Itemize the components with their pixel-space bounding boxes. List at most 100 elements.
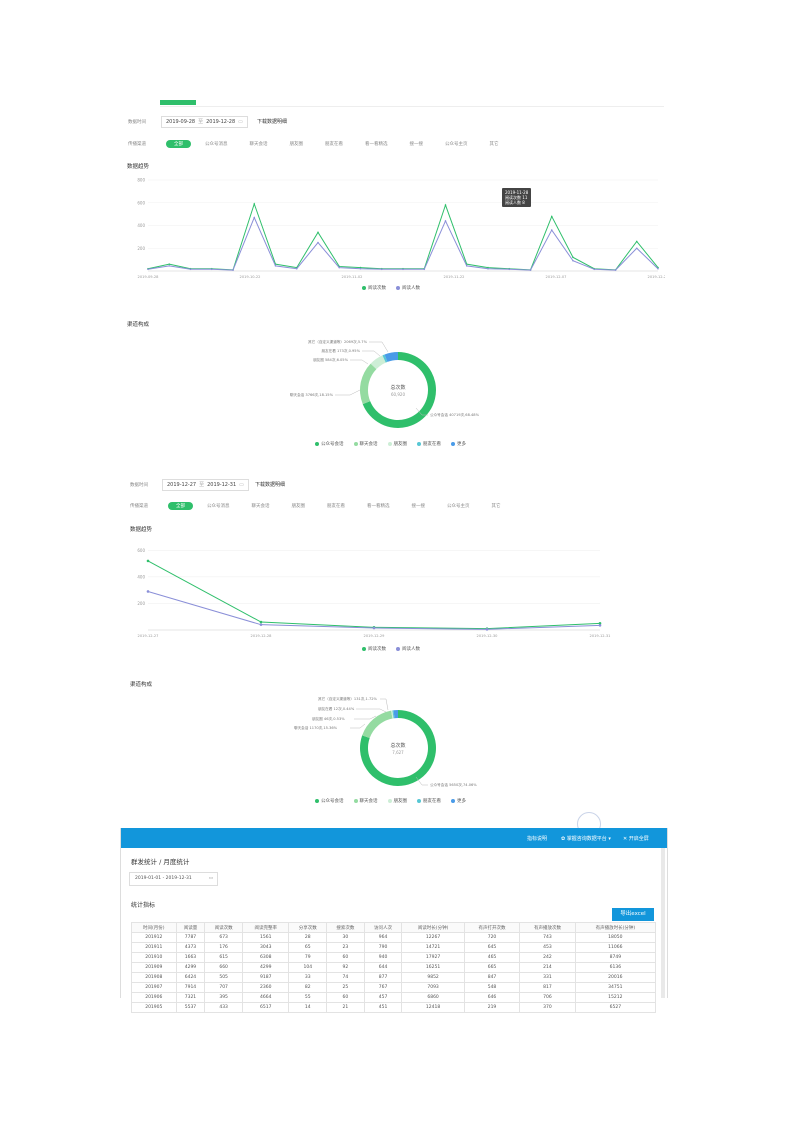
pie-legend-item[interactable]: 公众号会话	[315, 441, 344, 447]
pie-legend-item[interactable]: 更多	[451, 441, 466, 447]
date-end: 2019-12-28	[206, 119, 236, 125]
download-link-2[interactable]: 下载数据明细	[255, 482, 286, 488]
platform-menu[interactable]: ✿ 掌握咨询数据平台 ▾	[561, 836, 611, 842]
legend-readers[interactable]: 阅读人数	[396, 285, 420, 291]
filter-chip[interactable]: 朋友圈	[291, 504, 306, 509]
pie-label-line	[356, 708, 387, 713]
table-cell: 20016	[574, 972, 657, 983]
filter-chip[interactable]: 全部	[166, 140, 191, 148]
trend-title-2: 数据趋势	[130, 527, 153, 533]
table-cell: 201907	[131, 982, 177, 993]
trend-title: 数据趋势	[127, 164, 150, 170]
filter-chip[interactable]: 其它	[489, 142, 499, 147]
pie-label-line	[335, 389, 361, 396]
pie-slice[interactable]	[391, 710, 394, 719]
pie-center-value: 7,627	[392, 750, 404, 755]
pie-slice[interactable]	[384, 352, 398, 362]
filter-chip[interactable]: 看一看精选	[367, 504, 390, 509]
pie-slice[interactable]	[360, 363, 377, 405]
filter-chip[interactable]: 聊天会话	[251, 504, 270, 509]
table-cell: 21	[326, 1002, 365, 1013]
tab-active[interactable]	[160, 100, 196, 105]
data-point	[444, 204, 447, 206]
table-cell: 9187	[241, 972, 290, 983]
pie-legend-item[interactable]: 公众号会话	[315, 798, 344, 804]
metric-help-link[interactable]: 指标说明	[527, 836, 548, 842]
app-bar: 指标说明 ✿ 掌握咨询数据平台 ▾ ✕ 开启全屏	[121, 828, 667, 848]
filter-chip[interactable]: 看一看精选	[365, 142, 388, 147]
filter-chip[interactable]: 公众号消息	[207, 504, 230, 509]
table-header[interactable]: 搜索次数	[326, 922, 365, 933]
pie-slice[interactable]	[362, 710, 393, 739]
data-point	[210, 268, 213, 271]
table-header[interactable]: 阅读完整率	[241, 922, 290, 933]
pie-label: 朋友圈 584次,6.05%	[313, 357, 349, 362]
pie-legend-item[interactable]: 聊天会话	[353, 441, 378, 447]
data-point	[550, 229, 553, 231]
table-row: 201911 4373 176 3043 65 23 790 14721 645 453 11066	[131, 942, 657, 953]
filter-chip[interactable]: 朋友在看	[327, 504, 345, 509]
pie-slice[interactable]	[392, 710, 395, 719]
pie-label-line	[369, 341, 389, 353]
filter-chip[interactable]: 搜一搜	[411, 504, 426, 509]
x-tick-label: 2019-10-22	[240, 275, 261, 279]
table-cell: 5537	[175, 1002, 206, 1013]
download-link[interactable]: 下载数据明细	[257, 119, 288, 125]
table-row: 201909 4299 660 4299 104 92 644 16251 665 214 6136	[131, 962, 657, 973]
pie-label-line	[415, 407, 428, 416]
scrollbar[interactable]	[661, 848, 665, 998]
legend-reads[interactable]: 阅读次数	[362, 285, 386, 291]
pie-label-line	[354, 715, 377, 720]
table-cell: 28	[288, 932, 328, 943]
pie-legend-item[interactable]: 聊天会话	[353, 798, 378, 804]
data-point	[253, 203, 256, 205]
table-header[interactable]: 有声播放次数	[519, 922, 576, 933]
table-cell: 465	[463, 952, 521, 963]
month-range-input[interactable]: 2019-01-01 - 2019-12-31 ▭	[129, 872, 218, 886]
pie-label-line	[362, 350, 381, 357]
filter-chip[interactable]: 搜一搜	[409, 142, 424, 147]
table-header[interactable]: 有声播放时长(分钟)	[574, 922, 657, 933]
table-cell: 219	[463, 1002, 521, 1013]
filter-chip[interactable]: 全部	[168, 502, 193, 510]
filter-chip[interactable]: 朋友在看	[325, 142, 343, 147]
legend-readers-2[interactable]: 阅读人数	[396, 646, 420, 652]
table-cell: 1663	[175, 952, 206, 963]
filter-chip[interactable]: 公众号主页	[445, 142, 468, 147]
table-header[interactable]: 阅读量	[175, 922, 206, 933]
table-cell: 201911	[131, 942, 177, 953]
table-header[interactable]: 阅读次数	[204, 922, 243, 933]
pie-legend-item[interactable]: 朋友圈	[387, 441, 407, 447]
legend-reads-2[interactable]: 阅读次数	[362, 646, 386, 652]
date-range-picker[interactable]: 2019-09-28 至 2019-12-28 ▭	[161, 116, 248, 128]
table-row: 201906 7321 395 4664 55 60 457 6860 646 706 15212	[131, 992, 657, 1003]
table-cell: 60	[326, 952, 365, 963]
filter-chip[interactable]: 公众号消息	[205, 142, 228, 147]
tooltip-date: 2019-11-28	[505, 190, 529, 195]
data-point	[317, 231, 319, 234]
pie-slice[interactable]	[393, 710, 398, 719]
pie-slice[interactable]	[382, 354, 388, 363]
pie-legend-item[interactable]: 更多	[451, 798, 466, 804]
date-range-picker-2[interactable]: 2019-12-27 至 2019-12-31 ▭	[162, 479, 249, 491]
filter-chip[interactable]: 其它	[491, 504, 501, 509]
table-header[interactable]: 分享次数	[288, 922, 328, 933]
trend-legend-2: 阅读次数 阅读人数	[362, 646, 420, 652]
pie-legend-item[interactable]: 朋友圈	[387, 798, 407, 804]
table-header[interactable]: 时间(月份)	[131, 922, 177, 933]
pie-center-label: 总次数	[390, 384, 405, 391]
table-row: 201905 5537 433 6517 14 21 451 12418 219 370 6527	[131, 1002, 657, 1013]
filter-chip[interactable]: 公众号主页	[447, 504, 470, 509]
filter-chip[interactable]: 聊天会话	[249, 142, 268, 147]
table-header[interactable]: 有声打开次数	[463, 922, 521, 933]
fullscreen-button[interactable]: ✕ 开启全屏	[623, 836, 649, 842]
table-header[interactable]: 阅读时长(分钟)	[401, 922, 465, 933]
filter-chip[interactable]: 朋友圈	[289, 142, 304, 147]
pie-legend-item[interactable]: 朋友在看	[417, 441, 441, 447]
export-excel-button[interactable]: 导出excel	[612, 908, 654, 921]
pie-legend-item[interactable]: 朋友在看	[417, 798, 441, 804]
date-end-2: 2019-12-31	[207, 482, 237, 488]
pie-slice[interactable]	[370, 355, 386, 370]
table-cell: 23	[326, 942, 365, 953]
table-header[interactable]: 访问人次	[363, 922, 403, 933]
